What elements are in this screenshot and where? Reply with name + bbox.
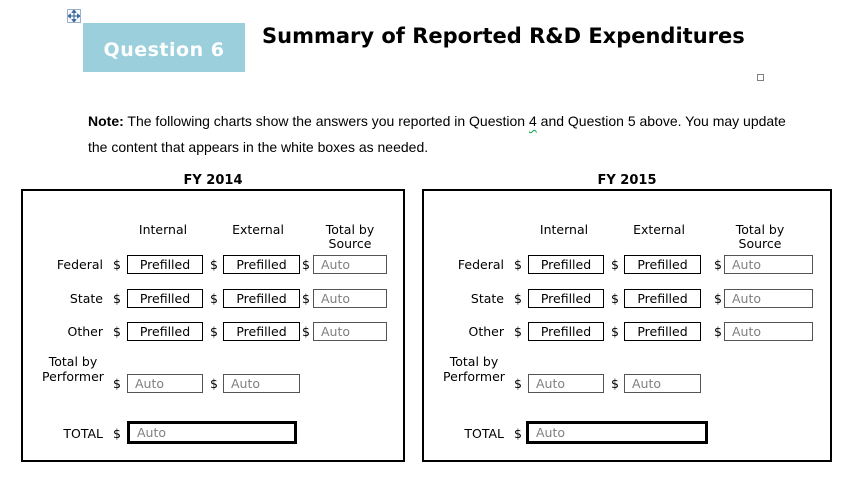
fy2014-federal-external-input[interactable] xyxy=(223,255,300,274)
currency-symbol: $ xyxy=(113,291,121,306)
currency-symbol: $ xyxy=(714,324,722,339)
label-line: Total by xyxy=(48,354,98,369)
fy2014-title: FY 2014 xyxy=(183,173,243,188)
note-body-after: and Question 5 above. You may update the… xyxy=(88,113,786,155)
row-label-grand-total: TOTAL xyxy=(63,426,103,441)
fy2015-state-total-auto-field xyxy=(724,289,813,308)
row-label-state: State xyxy=(470,291,504,306)
note-text: Note: The following charts show the answ… xyxy=(88,109,800,160)
currency-symbol: $ xyxy=(514,257,522,272)
currency-symbol: $ xyxy=(302,324,310,339)
currency-symbol: $ xyxy=(113,376,121,391)
fy2014-other-total-auto-field xyxy=(313,322,387,341)
note-label: Note: xyxy=(88,113,124,129)
currency-symbol: $ xyxy=(302,291,310,306)
grammar-flagged-word: 4 xyxy=(528,113,537,129)
table-move-handle[interactable] xyxy=(67,7,81,26)
fy2015-table: FY 2015 Internal External Total by Sourc… xyxy=(422,170,832,462)
currency-symbol: $ xyxy=(210,291,218,306)
fy2015-federal-internal-input[interactable] xyxy=(528,255,604,274)
question-number-label: Question 6 xyxy=(103,38,225,61)
currency-symbol: $ xyxy=(611,376,619,391)
currency-symbol: $ xyxy=(113,426,121,441)
fy2014-performer-internal-auto-field xyxy=(127,374,203,393)
fy2015-frame xyxy=(422,189,832,462)
fy2015-state-internal-input[interactable] xyxy=(528,289,604,308)
currency-symbol: $ xyxy=(113,324,121,339)
currency-symbol: $ xyxy=(302,257,310,272)
currency-symbol: $ xyxy=(514,376,522,391)
header-line: Source xyxy=(328,236,372,251)
fy2014-grand-total-auto-field xyxy=(127,421,297,444)
column-header-internal: Internal xyxy=(138,222,188,237)
fy2014-state-total-auto-field xyxy=(313,289,387,308)
fy2015-title: FY 2015 xyxy=(597,173,657,188)
row-label-federal: Federal xyxy=(457,257,504,272)
fy2015-other-external-input[interactable] xyxy=(624,322,701,341)
label-line: Total by xyxy=(449,354,499,369)
currency-symbol: $ xyxy=(210,257,218,272)
fy2014-performer-external-auto-field xyxy=(223,374,300,393)
page-title: Summary of Reported R&D Expenditures xyxy=(262,24,745,48)
row-label-state: State xyxy=(69,291,103,306)
label-line: Performer xyxy=(443,369,505,384)
label-line: Performer xyxy=(42,369,104,384)
column-header-external: External xyxy=(232,222,284,237)
header-line: Source xyxy=(738,236,782,251)
column-header-internal: Internal xyxy=(539,222,589,237)
currency-symbol: $ xyxy=(514,291,522,306)
fy2014-other-internal-input[interactable] xyxy=(127,322,203,341)
row-label-total-by-performer: Total by Performer xyxy=(432,354,516,384)
column-header-total-by-source: Total by Source xyxy=(736,223,785,251)
fy2014-state-external-input[interactable] xyxy=(223,289,300,308)
currency-symbol: $ xyxy=(611,257,619,272)
currency-symbol: $ xyxy=(611,324,619,339)
fy2015-state-external-input[interactable] xyxy=(624,289,701,308)
header-line: Total by xyxy=(735,222,785,237)
fy2015-other-internal-input[interactable] xyxy=(528,322,604,341)
currency-symbol: $ xyxy=(714,291,722,306)
fy2015-performer-internal-auto-field xyxy=(528,374,604,393)
currency-symbol: $ xyxy=(514,426,522,441)
fy2014-frame xyxy=(21,189,405,462)
note-body-before: The following charts show the answers yo… xyxy=(123,113,529,129)
fy2014-federal-internal-input[interactable] xyxy=(127,255,203,274)
currency-symbol: $ xyxy=(210,324,218,339)
row-label-other: Other xyxy=(67,324,104,339)
fy2014-state-internal-input[interactable] xyxy=(127,289,203,308)
fy2014-other-external-input[interactable] xyxy=(223,322,300,341)
fy2015-federal-external-input[interactable] xyxy=(624,255,701,274)
currency-symbol: $ xyxy=(210,376,218,391)
fy2014-table: FY 2014 Internal External Total by Sourc… xyxy=(21,170,405,462)
row-label-grand-total: TOTAL xyxy=(464,426,504,441)
fy2015-grand-total-auto-field xyxy=(526,421,708,444)
header-line: Total by xyxy=(325,222,375,237)
fy2014-federal-total-auto-field xyxy=(313,255,387,274)
fy2015-federal-total-auto-field xyxy=(724,255,813,274)
column-header-external: External xyxy=(633,222,685,237)
row-label-other: Other xyxy=(468,324,505,339)
resize-handle[interactable] xyxy=(757,74,764,81)
currency-symbol: $ xyxy=(714,257,722,272)
row-label-federal: Federal xyxy=(56,257,103,272)
currency-symbol: $ xyxy=(514,324,522,339)
currency-symbol: $ xyxy=(113,257,121,272)
fy2015-other-total-auto-field xyxy=(724,322,813,341)
question-number-badge: Question 6 xyxy=(83,23,245,72)
column-header-total-by-source: Total by Source xyxy=(326,223,375,251)
currency-symbol: $ xyxy=(611,291,619,306)
move-icon xyxy=(67,7,81,26)
fy2015-performer-external-auto-field xyxy=(624,374,701,393)
row-label-total-by-performer: Total by Performer xyxy=(31,354,115,384)
